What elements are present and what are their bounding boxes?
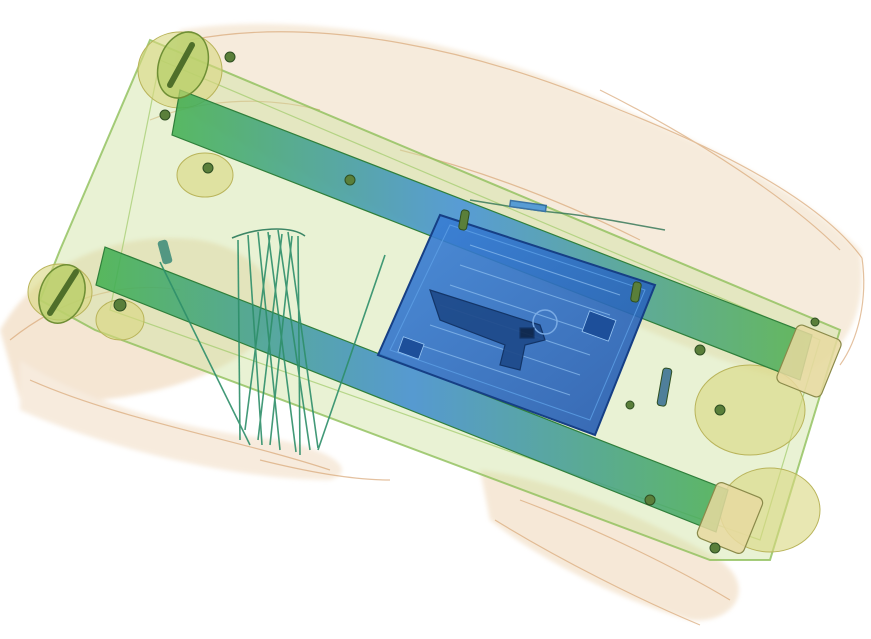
handgun xyxy=(429,289,558,371)
wheel xyxy=(38,31,210,324)
umbrella-ribs xyxy=(159,228,386,456)
umbrella-handle xyxy=(157,239,173,265)
screws-and-hardware xyxy=(113,51,820,554)
cable xyxy=(469,199,666,231)
